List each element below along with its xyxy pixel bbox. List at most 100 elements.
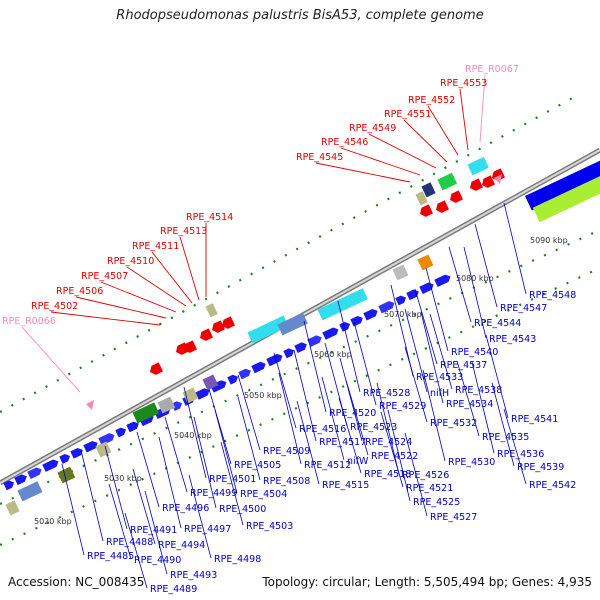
gene-label: nifH	[430, 388, 449, 399]
gene-block	[157, 396, 176, 414]
label-leader-line	[208, 388, 232, 465]
gene-arrow-shape	[14, 474, 27, 486]
kbp-tick-label: 5090 kbp	[530, 236, 568, 245]
label-leader-line	[158, 436, 182, 529]
gene-label: RPE_4547	[500, 303, 547, 314]
gene-arrow-shape	[171, 401, 183, 412]
red-gene-arrow	[470, 178, 483, 191]
label-leader-line	[425, 267, 449, 352]
gene-arrow-shape	[307, 335, 322, 347]
label-leader-line	[403, 119, 448, 163]
gene-block	[247, 315, 289, 344]
gene-label: RPE_4509	[263, 446, 310, 457]
gene-label: RPE_4514	[186, 212, 233, 223]
gene-arrow	[83, 441, 98, 453]
red-gene-arrow	[200, 328, 213, 341]
big-blue-gene	[525, 144, 600, 211]
label-leader-line	[485, 334, 509, 419]
gene-arrow-shape	[27, 467, 42, 479]
gene-block	[57, 466, 76, 484]
red-gene-arrow-shape	[436, 200, 449, 213]
label-leader-line	[479, 74, 486, 143]
gene-arrow-shape	[98, 433, 115, 446]
gene-block-shape	[417, 254, 434, 271]
gene-arrow	[419, 282, 434, 295]
gene-block-shape	[5, 500, 20, 516]
gene-label: RPE_4551	[384, 109, 431, 120]
label-leader-line	[339, 357, 363, 442]
label-leader-line	[491, 382, 515, 467]
label-leader-line	[296, 400, 320, 485]
accession-text: Accession: NC_008435	[8, 575, 145, 589]
label-leader-line	[420, 311, 444, 404]
gene-label: RPE_4503	[246, 521, 293, 532]
gene-arrow	[59, 454, 71, 464]
gene-label: RPE_4528	[363, 388, 410, 399]
red-gene-arrow-shape	[222, 316, 235, 329]
red-gene-arrow-shape	[420, 204, 433, 217]
gene-label: RPE_4515	[322, 480, 369, 491]
gene-arrow	[378, 301, 395, 314]
gene-arrow	[195, 388, 210, 400]
gene-arrow	[98, 433, 115, 446]
red-gene-arrow-shape	[150, 362, 163, 375]
label-leader-line	[368, 133, 437, 169]
gene-arrow-shape	[322, 327, 339, 340]
gene-arrow	[406, 289, 419, 301]
gene-block	[95, 441, 112, 458]
gene-label: RPE_4544	[474, 318, 521, 329]
gene-arrow	[227, 374, 239, 385]
gene-label: RPE_4552	[408, 95, 455, 106]
kbp-tick-label: 5060 kbp	[314, 350, 352, 359]
gene-label: RPE_4523	[350, 422, 397, 433]
gene-arrow	[350, 315, 363, 327]
gene-label: RPE_4527	[430, 512, 477, 523]
gene-arrow	[171, 401, 183, 412]
gene-arrow	[115, 427, 127, 438]
gene-block-shape	[202, 374, 219, 391]
label-leader-line	[183, 386, 207, 479]
gene-block-shape	[317, 288, 368, 321]
gene-block	[5, 500, 20, 516]
gene-block	[417, 254, 434, 271]
label-leader-line	[471, 361, 495, 454]
gene-arrow-shape	[363, 308, 378, 321]
label-leader-line	[136, 431, 160, 508]
gene-arrow-shape	[294, 342, 307, 354]
gene-block-shape	[421, 182, 436, 198]
label-leader-line	[151, 251, 193, 304]
label-leader-line	[124, 512, 148, 589]
gene-arrow	[294, 342, 307, 354]
label-leader-line	[61, 463, 85, 556]
gene-block	[202, 374, 219, 391]
label-leader-line	[463, 246, 487, 339]
label-leader-line	[448, 246, 472, 323]
gene-arrow-shape	[210, 380, 227, 393]
red-gene-arrow	[150, 362, 163, 375]
gene-block	[317, 288, 368, 321]
red-gene-arrow	[222, 316, 235, 329]
label-leader-line	[220, 441, 244, 526]
gene-label: RPE_4545	[296, 152, 343, 163]
gene-arrow-shape	[406, 289, 419, 301]
label-leader-line	[193, 416, 217, 509]
gene-block-shape	[182, 387, 199, 404]
gene-arrow	[307, 335, 322, 347]
gene-label: RPE_4493	[170, 570, 217, 581]
gene-label: RPE_4548	[529, 290, 576, 301]
red-gene-arrow	[482, 175, 495, 188]
gene-arrow	[283, 348, 295, 359]
kbp-tick-label: 5080 kbp	[456, 274, 494, 283]
label-leader-line	[164, 416, 188, 493]
gene-arrow-shape	[251, 361, 266, 374]
gene-label: RPE_4512	[304, 460, 351, 471]
label-leader-line	[237, 396, 261, 481]
kbp-tick-label: 5050 kbp	[244, 391, 282, 400]
gene-arrow-shape	[3, 480, 15, 491]
gene-label: RPE_4500	[219, 504, 266, 515]
gene-label: RPE_4494	[158, 540, 205, 551]
gene-block-shape	[247, 315, 289, 344]
label-leader-line	[338, 397, 362, 474]
red-gene-arrow-shape	[470, 178, 483, 191]
gene-label: RPE_4501	[209, 474, 256, 485]
